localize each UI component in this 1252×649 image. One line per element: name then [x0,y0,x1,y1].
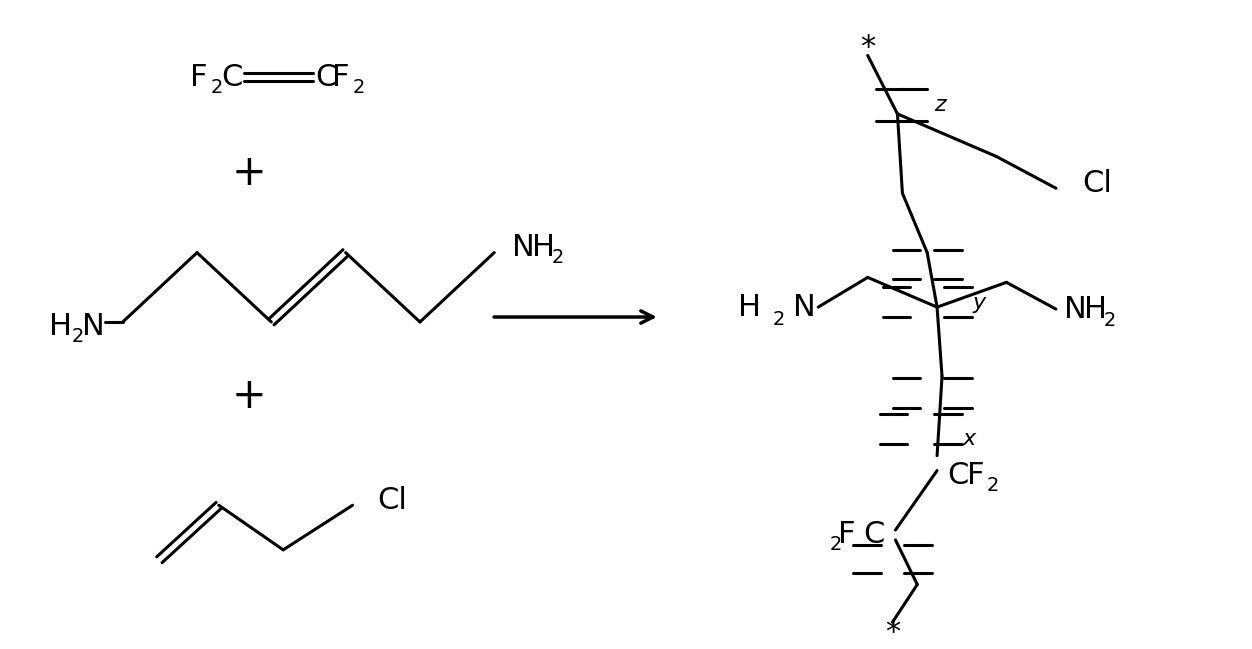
Text: *: * [885,618,900,646]
Text: C: C [316,63,337,92]
Text: Cl: Cl [1083,169,1113,198]
Text: N: N [512,233,535,262]
Text: x: x [963,429,975,449]
Text: Cl: Cl [377,486,407,515]
Text: 2: 2 [1103,312,1116,330]
Text: F: F [332,63,349,92]
Text: 2: 2 [352,78,364,97]
Text: F: F [190,63,208,92]
Text: N: N [81,312,104,341]
Text: 2: 2 [552,248,565,267]
Text: H: H [532,233,555,262]
Text: H: H [49,312,71,341]
Text: H: H [1084,295,1107,324]
Text: +: + [232,375,265,417]
Text: H: H [737,293,761,322]
Text: C: C [863,520,884,550]
Text: 2: 2 [830,535,843,554]
Text: y: y [972,293,985,313]
Text: F: F [967,461,984,490]
Text: C: C [947,461,968,490]
Text: 2: 2 [210,78,223,97]
Text: z: z [934,95,945,115]
Text: N: N [1064,295,1087,324]
Text: N: N [794,293,816,322]
Text: *: * [860,33,875,62]
Text: 2: 2 [71,327,84,347]
Text: 2: 2 [987,476,999,495]
Text: +: + [232,153,265,194]
Text: 2: 2 [772,310,785,328]
Text: C: C [222,63,243,92]
Text: F: F [839,520,856,550]
